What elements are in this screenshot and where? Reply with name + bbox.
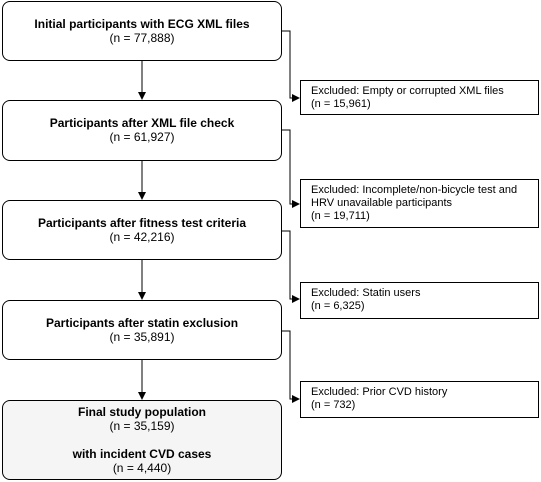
exclusion-box-fitness: Excluded: Incomplete/non-bicycle test an… [300, 179, 539, 228]
step-box-statin-exclusion: Participants after statin exclusion (n =… [2, 300, 282, 360]
final-count: (n = 35,159) [109, 419, 175, 433]
exclusion-label: Excluded: Empty or corrupted XML files [311, 85, 504, 97]
step-box-xml-check: Participants after XML file check (n = 6… [2, 100, 282, 161]
exclusion-label: Excluded: Incomplete/non-bicycle test an… [311, 184, 518, 196]
exclusion-count: (n = 732) [311, 399, 356, 411]
connector-exclusion-3 [282, 230, 300, 303]
connector-exclusion-4 [282, 330, 300, 403]
final-subtitle: with incident CVD cases [72, 447, 212, 461]
exclusion-label-continued: HRV unavailable participants [311, 197, 453, 209]
final-title: Final study population [78, 405, 206, 419]
exclusion-count: (n = 6,325) [311, 300, 365, 312]
exclusion-count: (n = 15,961) [311, 98, 371, 110]
step-box-fitness-test: Participants after fitness test criteria… [2, 200, 282, 260]
step-count: (n = 35,891) [109, 330, 175, 344]
connector-exclusion-2 [282, 129, 300, 208]
step-title: Participants after XML file check [49, 116, 235, 130]
step-count: (n = 61,927) [109, 130, 175, 144]
step-title: Participants after statin exclusion [45, 316, 239, 330]
final-subcount: (n = 4,440) [112, 461, 172, 475]
exclusion-box-statin: Excluded: Statin users (n = 6,325) [300, 282, 539, 319]
step-title: Initial participants with ECG XML files [34, 17, 250, 31]
exclusion-label: Excluded: Statin users [311, 287, 421, 299]
exclusion-label: Excluded: Prior CVD history [311, 386, 448, 398]
exclusion-box-xml: Excluded: Empty or corrupted XML files (… [300, 80, 539, 115]
exclusion-count: (n = 19,711) [311, 210, 370, 222]
final-population-box: Final study population (n = 35,159) with… [2, 400, 282, 480]
step-box-initial: Initial participants with ECG XML files … [2, 1, 282, 61]
step-count: (n = 42,216) [109, 230, 175, 244]
step-title: Participants after fitness test criteria [37, 216, 247, 230]
step-count: (n = 77,888) [109, 31, 175, 45]
exclusion-box-cvd: Excluded: Prior CVD history (n = 732) [300, 381, 539, 418]
connector-exclusion-1 [282, 30, 300, 102]
